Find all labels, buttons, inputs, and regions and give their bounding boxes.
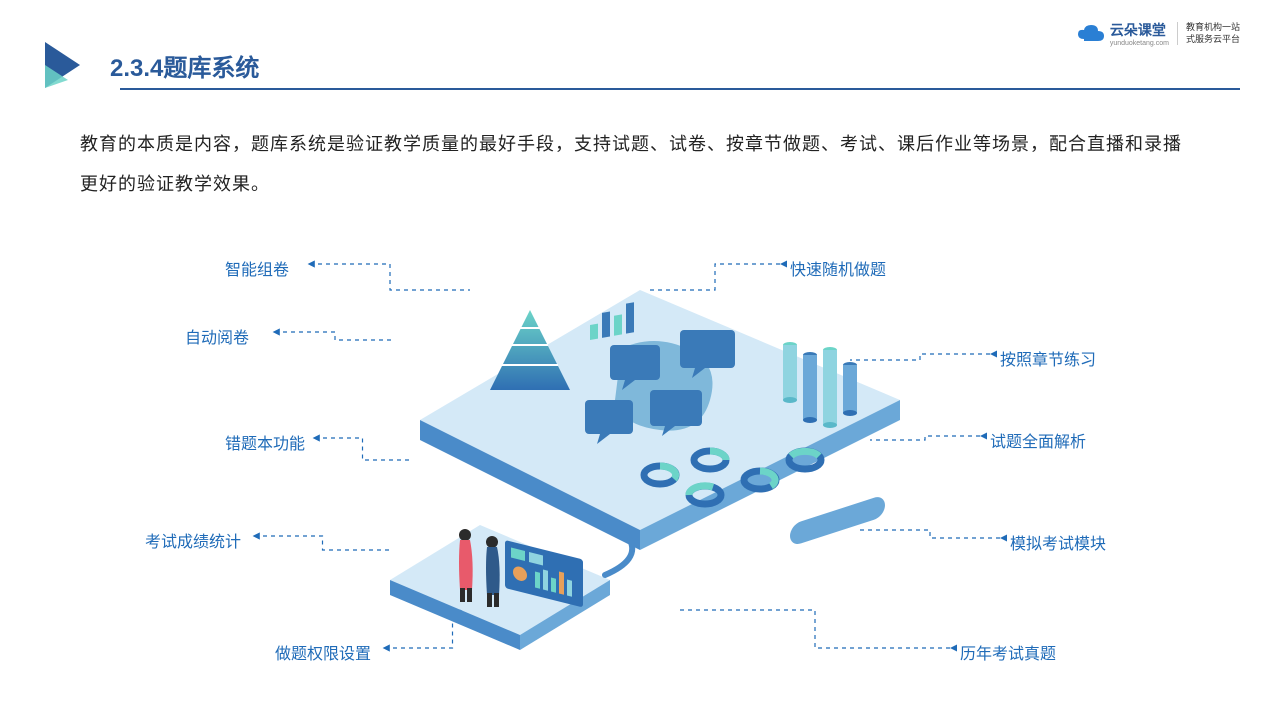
brand-logo: 云朵课堂 yunduoketang.com (1076, 20, 1169, 47)
feature-label: 试题全面解析 (990, 428, 1086, 452)
section-title: 2.3.4题库系统 (110, 48, 259, 83)
brand-url: yunduoketang.com (1110, 40, 1169, 47)
title-arrow-icon (40, 40, 90, 90)
pill-button-icon (790, 494, 885, 547)
tagline-line: 教育机构一站 (1186, 22, 1240, 34)
feature-label: 快速随机做题 (790, 256, 886, 280)
brand-logo-block: 云朵课堂 yunduoketang.com 教育机构一站 式服务云平台 (1076, 20, 1240, 47)
section-title-block: 2.3.4题库系统 (40, 40, 259, 90)
feature-label: 自动阅卷 (185, 324, 249, 348)
feature-label: 错题本功能 (225, 430, 305, 454)
feature-label: 考试成绩统计 (145, 528, 241, 552)
cloud-icon (1076, 23, 1106, 45)
tagline-line: 式服务云平台 (1186, 34, 1240, 46)
section-name: 题库系统 (163, 55, 259, 82)
feature-label: 历年考试真题 (960, 640, 1056, 664)
isometric-illustration (360, 250, 920, 670)
feature-label: 模拟考试模块 (1010, 530, 1106, 554)
brand-tagline: 教育机构一站 式服务云平台 (1177, 22, 1240, 45)
brand-name: 云朵课堂 (1110, 20, 1169, 40)
title-underline (120, 88, 1240, 90)
feature-label: 按照章节练习 (1000, 346, 1096, 370)
section-number: 2.3.4 (110, 55, 163, 82)
section-description: 教育的本质是内容，题库系统是验证教学质量的最好手段，支持试题、试卷、按章节做题、… (80, 125, 1200, 204)
feature-label: 做题权限设置 (275, 640, 371, 664)
feature-label: 智能组卷 (225, 256, 289, 280)
feature-diagram: 智能组卷自动阅卷错题本功能考试成绩统计做题权限设置 快速随机做题按照章节练习试题全… (80, 230, 1200, 690)
